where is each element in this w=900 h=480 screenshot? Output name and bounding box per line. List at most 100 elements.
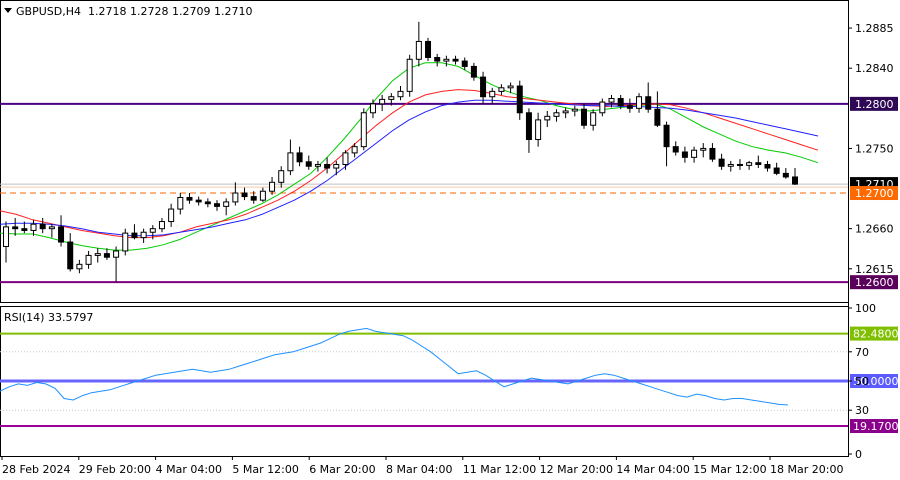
bear-candle-body <box>645 96 652 110</box>
bear-candle-body <box>736 163 743 166</box>
candle <box>85 250 92 269</box>
time-tick-label: 5 Mar 12:00 <box>232 463 298 476</box>
candle <box>452 55 459 65</box>
candle <box>626 98 633 113</box>
level-badge-support <box>850 275 898 290</box>
bull-candle-body <box>608 98 615 103</box>
candle <box>39 217 46 234</box>
candle <box>94 248 101 263</box>
ohlc-readout: 1.2718 1.2728 1.2709 1.2710 <box>88 5 252 18</box>
bull-candle-body <box>360 112 367 148</box>
time-tick-label: 14 Mar 04:00 <box>616 463 689 476</box>
candle <box>608 94 615 108</box>
level-badge-text: 1.2700 <box>855 187 894 200</box>
bear-candle-body <box>773 167 780 174</box>
bear-candle-body <box>434 56 441 62</box>
candle <box>516 80 523 120</box>
price-tick-label: 1.2840 <box>855 62 894 75</box>
candle <box>360 108 367 151</box>
candle <box>663 121 670 167</box>
rsi-line <box>0 327 789 406</box>
bear-candle-body <box>525 112 532 141</box>
candle <box>379 94 386 111</box>
candle <box>342 150 349 170</box>
candle <box>691 146 698 163</box>
bull-candle-body <box>177 196 184 210</box>
bull-candle-body <box>113 250 120 258</box>
bear-candle-body <box>626 105 633 109</box>
bear-candle-body <box>305 161 312 167</box>
candle <box>259 187 266 202</box>
time-axis: 28 Feb 2024 29 Feb 20:00 4 Mar 04:00 5 Mar … <box>1 456 843 476</box>
candle <box>636 93 643 113</box>
bear-candle-body <box>21 228 28 231</box>
bear-candle-body <box>617 98 624 107</box>
candle <box>580 103 587 129</box>
candle <box>544 110 551 128</box>
candle <box>388 93 395 106</box>
rsi-badge-mid <box>850 374 898 388</box>
bull-candle-body <box>168 208 175 223</box>
rsi-badge-text: 82.4800 <box>853 328 899 341</box>
bear-candle-body <box>241 192 248 198</box>
candle <box>131 224 138 240</box>
bear-candle-body <box>516 85 523 114</box>
rsi-levels <box>0 332 848 428</box>
candle <box>76 259 83 274</box>
bull-candle-body <box>30 223 37 231</box>
candle <box>195 196 202 206</box>
bear-candle-body <box>672 146 679 153</box>
bear-candle-body <box>204 201 211 205</box>
rsi-badge-text: 19.1700 <box>853 420 899 433</box>
bull-candle-body <box>406 58 413 92</box>
candlestick-series <box>3 21 798 283</box>
candle <box>314 160 321 172</box>
bear-candle-body <box>425 40 432 58</box>
candle <box>58 215 65 247</box>
bear-candle-body <box>324 163 331 169</box>
bull-candle-body <box>333 163 340 169</box>
candle <box>12 217 19 236</box>
level-badge-text: 1.2600 <box>855 276 894 289</box>
level-badge-text: 1.2800 <box>855 98 894 111</box>
candle <box>223 198 230 216</box>
bull-candle-body <box>122 232 129 252</box>
rsi-badge-lower <box>850 419 898 434</box>
bear-candle-body <box>654 108 661 126</box>
bear-candle-body <box>663 124 670 148</box>
rsi-tick-label: 50 <box>855 375 869 388</box>
rsi-series <box>0 327 789 406</box>
bull-candle-body <box>314 163 321 167</box>
candle <box>498 84 505 95</box>
time-tick-label: 15 Mar 12:00 <box>693 463 766 476</box>
bear-candle-body <box>718 158 725 167</box>
candle <box>700 143 707 158</box>
price-levels <box>0 102 848 284</box>
bear-candle-body <box>792 176 798 185</box>
price-pane-border <box>0 0 849 303</box>
candle <box>461 57 468 70</box>
candle <box>324 157 331 174</box>
candle <box>397 86 404 101</box>
candle <box>103 248 110 260</box>
candle <box>149 225 156 240</box>
bull-candle-body <box>397 90 404 98</box>
candle <box>782 168 789 179</box>
dropdown-triangle-icon[interactable] <box>4 8 12 13</box>
candle <box>727 160 734 172</box>
candle <box>168 203 175 227</box>
bull-candle-body <box>379 98 386 105</box>
bull-candle-body <box>388 96 395 100</box>
bull-candle-body <box>369 103 376 114</box>
bull-candle-body <box>232 192 239 203</box>
bear-candle-body <box>580 108 587 126</box>
candle <box>3 221 9 263</box>
bull-candle-body <box>278 170 285 183</box>
bull-candle-body <box>342 152 349 165</box>
level-badge-resistance <box>850 96 898 111</box>
candle <box>287 139 294 176</box>
rsi-badge-upper <box>850 326 898 341</box>
bull-candle-body <box>544 115 551 121</box>
